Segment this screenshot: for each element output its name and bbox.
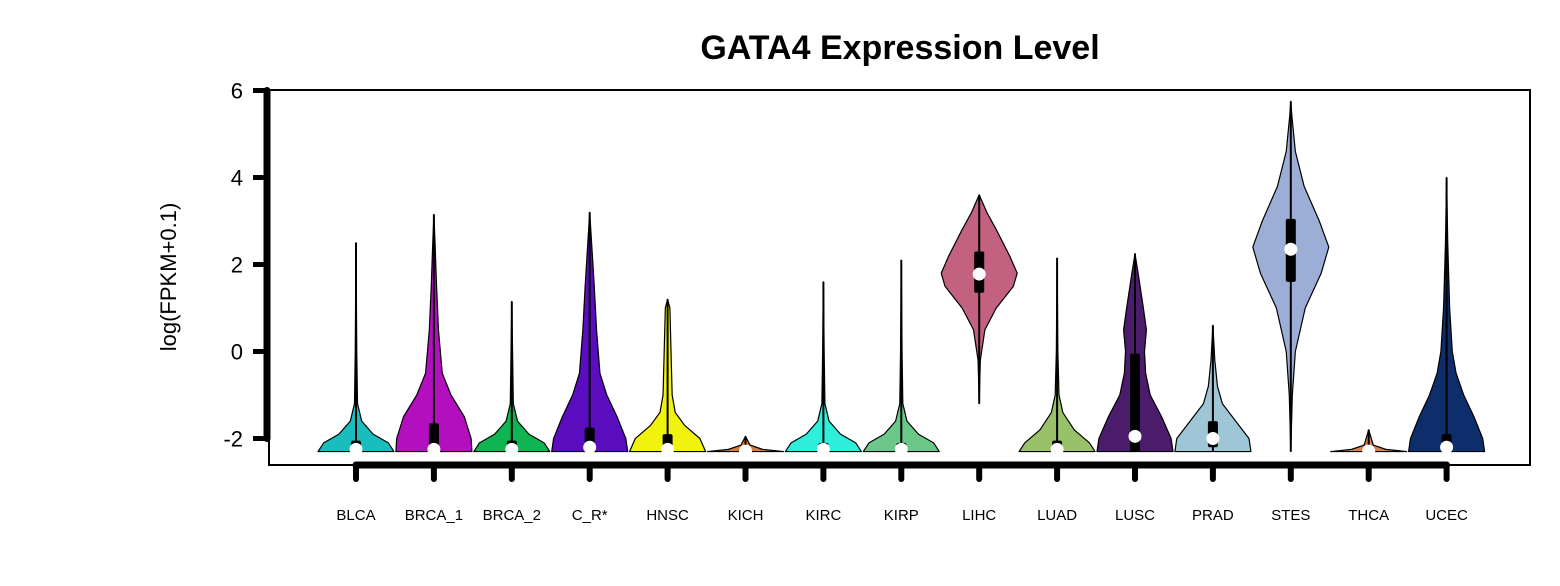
x-tick-label: KICH xyxy=(728,507,764,524)
violin-thca xyxy=(1330,429,1408,458)
violin-median-point xyxy=(505,442,519,456)
y-tick-label: 2 xyxy=(231,253,243,278)
violin-median-point xyxy=(816,442,830,456)
violin-median-point xyxy=(1128,429,1142,443)
violin-kirc xyxy=(784,281,862,456)
x-tick-label: KIRP xyxy=(884,507,919,524)
violin-median-point xyxy=(1050,442,1064,456)
violin-kich xyxy=(706,435,785,458)
x-axis: BLCA BRCA_1 BRCA_2 C_R* HNSC KICH KIRC KIRP LIHC… xyxy=(336,461,1468,524)
violin-median-point xyxy=(894,442,908,456)
x-tick-label: KIRC xyxy=(805,507,841,524)
violin-iqr-box xyxy=(1130,353,1140,452)
x-tick-label: BRCA_1 xyxy=(405,507,463,524)
violin-c-r- xyxy=(551,211,629,454)
x-tick-label: LUAD xyxy=(1037,507,1077,524)
x-tick-label: LUSC xyxy=(1115,507,1155,524)
y-axis-label: log(FPKM+0.1) xyxy=(156,203,181,352)
violin-median-point xyxy=(972,267,986,281)
violin-luad xyxy=(1018,257,1096,456)
x-tick-label: HNSC xyxy=(646,507,689,524)
violin-brca-1 xyxy=(395,213,473,456)
y-tick-label: -2 xyxy=(223,427,243,452)
y-axis: -2 0 2 4 6 xyxy=(223,79,271,452)
y-tick-label: 4 xyxy=(231,166,243,191)
x-tick-label: STES xyxy=(1271,507,1310,524)
violin-brca-2 xyxy=(473,300,551,456)
violin-median-point xyxy=(661,442,675,456)
x-tick-label: THCA xyxy=(1348,507,1389,524)
violin-median-point xyxy=(739,444,752,458)
violin-median-point xyxy=(1284,242,1298,256)
violin-median-point xyxy=(1440,440,1454,454)
x-tick-label: C_R* xyxy=(572,507,608,524)
y-tick-label: 6 xyxy=(231,79,243,104)
violin-median-point xyxy=(583,440,597,454)
violin-ucec xyxy=(1408,176,1486,454)
x-tick-label: BLCA xyxy=(336,507,375,524)
violin-median-point xyxy=(1206,432,1220,445)
violin-blca xyxy=(317,242,395,456)
x-tick-label: PRAD xyxy=(1192,507,1234,524)
chart-title: GATA4 Expression Level xyxy=(700,29,1099,67)
violin-hnsc xyxy=(629,298,707,456)
violin-stes xyxy=(1252,100,1330,453)
x-tick-label: LIHC xyxy=(962,507,996,524)
x-tick-label: BRCA_2 xyxy=(483,507,541,524)
x-tick-label: UCEC xyxy=(1425,507,1468,524)
violins-group xyxy=(317,100,1486,458)
violin-lihc xyxy=(940,194,1018,405)
y-tick-label: 0 xyxy=(231,340,243,365)
violin-lusc xyxy=(1096,253,1174,453)
violin-median-point xyxy=(349,442,363,456)
violin-median-point xyxy=(1362,444,1376,458)
violin-median-point xyxy=(427,442,441,456)
violin-prad xyxy=(1174,324,1252,453)
violin-kirp xyxy=(862,259,940,456)
